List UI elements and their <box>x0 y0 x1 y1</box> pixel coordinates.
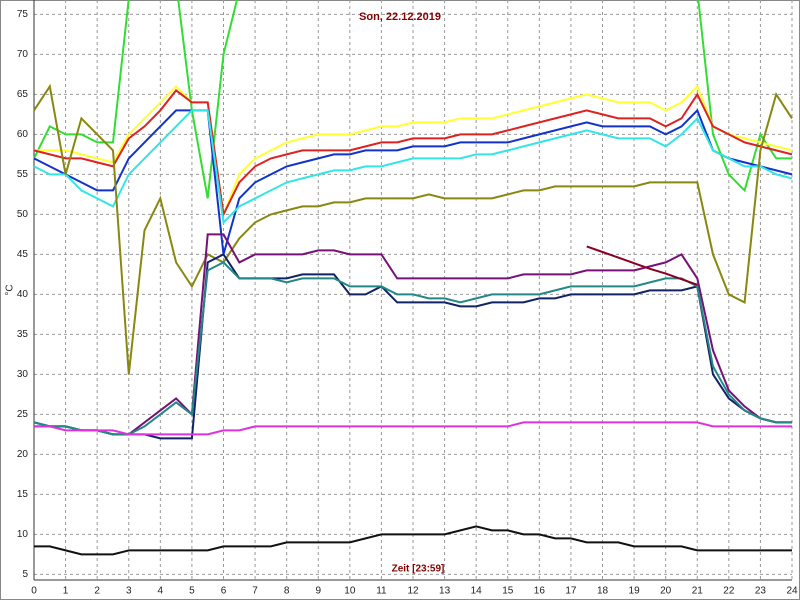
series-line <box>33 253 792 440</box>
x-tick-label: 8 <box>284 586 290 597</box>
x-tick-label: 9 <box>315 586 321 597</box>
y-tick-label: 35 <box>17 329 29 340</box>
y-tick-label: 15 <box>17 489 29 500</box>
x-tick-label: 21 <box>692 586 704 597</box>
y-tick-label: 5 <box>22 569 28 580</box>
x-tick-label: 15 <box>502 586 514 597</box>
x-tick-label: 2 <box>94 586 100 597</box>
x-tick-label: 11 <box>376 586 387 597</box>
x-tick-label: 0 <box>31 586 37 597</box>
x-tick-label: 12 <box>407 586 419 597</box>
chart-title: Son, 22.12.2019 <box>359 11 441 23</box>
series-line <box>586 245 698 286</box>
x-tick-label: 13 <box>439 586 451 597</box>
series-line <box>34 84 793 219</box>
y-tick-label: 70 <box>17 49 29 60</box>
series-line <box>34 421 792 436</box>
lines <box>33 0 793 556</box>
x-tick-label: 24 <box>786 586 798 597</box>
x-tick-label: 3 <box>126 586 132 597</box>
x-tick-label: 14 <box>471 586 483 597</box>
y-tick-label: 40 <box>17 289 29 300</box>
x-tick-label: 7 <box>252 586 258 597</box>
y-tick-label: 65 <box>17 89 29 100</box>
x-tick-label: 17 <box>565 586 577 597</box>
y-tick-label: 50 <box>17 209 29 220</box>
y-axis-label: °C <box>5 284 16 295</box>
x-tick-label: 20 <box>660 586 672 597</box>
x-axis-label: Zeit [23:59] <box>392 564 445 575</box>
x-tick-label: 19 <box>629 586 641 597</box>
series-line <box>33 108 793 255</box>
x-tick-label: 5 <box>189 586 195 597</box>
y-tick-label: 55 <box>17 169 29 180</box>
y-tick-label: 60 <box>17 129 29 140</box>
x-tick-label: 16 <box>534 586 546 597</box>
series-line <box>34 233 792 436</box>
y-tick-label: 20 <box>17 449 29 460</box>
y-tick-label: 45 <box>17 249 29 260</box>
x-tick-label: 22 <box>723 586 735 597</box>
y-tick-label: 25 <box>17 409 29 420</box>
series-line <box>33 109 793 225</box>
x-tick-label: 4 <box>158 586 164 597</box>
y-tick-label: 30 <box>17 369 29 380</box>
series-line <box>33 89 793 218</box>
x-tick-label: 6 <box>221 586 227 597</box>
series-line <box>33 261 792 436</box>
x-tick-label: 1 <box>63 586 69 597</box>
x-tick-label: 18 <box>597 586 609 597</box>
x-tick-label: 10 <box>344 586 356 597</box>
series-line <box>34 525 792 556</box>
y-tick-label: 10 <box>17 529 29 540</box>
series-line <box>33 83 793 375</box>
x-tick-label: 23 <box>755 586 767 597</box>
y-tick-label: 75 <box>17 9 29 20</box>
